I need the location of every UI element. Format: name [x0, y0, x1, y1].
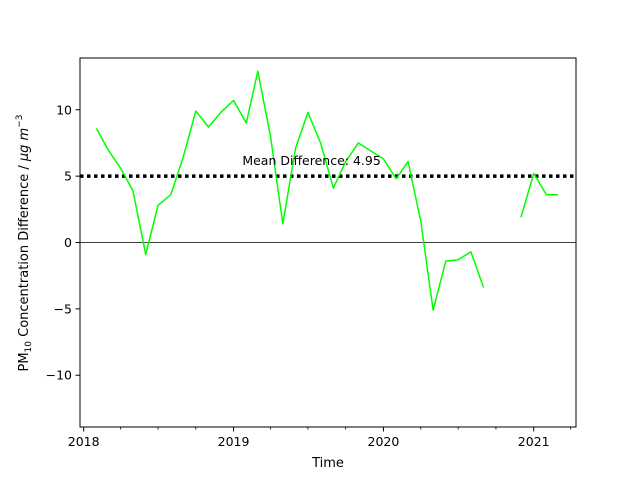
y-tick-label: 10 [56, 102, 72, 117]
annotation-layer: Mean Difference: 4.95 [242, 153, 381, 168]
y-axis-label: PM10 Concentration Difference / μg m−3 [15, 114, 34, 371]
y-tick-label: 5 [64, 169, 72, 184]
series-layer [96, 71, 558, 310]
x-tick-label: 2018 [68, 434, 100, 449]
y-tick-label: −10 [46, 368, 72, 383]
mean-difference-annotation: Mean Difference: 4.95 [242, 153, 381, 168]
y-tick-label: 0 [64, 235, 72, 250]
x-tick-label: 2021 [518, 434, 550, 449]
series-line [96, 71, 558, 310]
x-tick-label: 2020 [368, 434, 400, 449]
reference-lines [80, 176, 576, 242]
y-axis-ticks: −10 −5 0 5 10 [46, 102, 80, 382]
y-tick-label: −5 [54, 301, 72, 316]
x-axis-label: Time [311, 456, 344, 471]
x-tick-label: 2019 [218, 434, 250, 449]
x-axis-ticks: 2018 2019 2020 2021 [68, 427, 571, 449]
